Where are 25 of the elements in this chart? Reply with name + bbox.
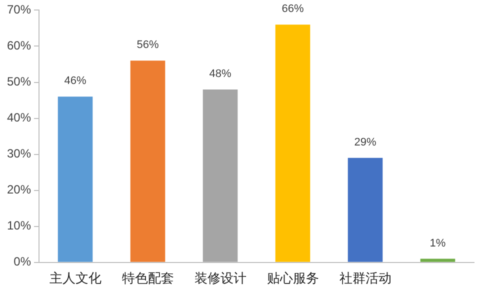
y-tick-label: 20% xyxy=(6,182,32,197)
bar xyxy=(420,258,456,262)
bar xyxy=(275,24,310,262)
bar xyxy=(348,158,383,262)
x-tick-label: 特色配套 xyxy=(122,272,174,287)
x-tick-label: 主人文化 xyxy=(49,270,102,287)
y-tick-label: 50% xyxy=(6,74,32,89)
x-tick-label: 贴心服务 xyxy=(266,270,319,287)
data-label: 46% xyxy=(64,75,86,88)
y-tick-label: 70% xyxy=(6,2,32,17)
y-tick-label: 40% xyxy=(6,110,32,125)
data-label: 29% xyxy=(354,136,376,148)
y-tick-label: 60% xyxy=(6,38,32,53)
data-label: 1% xyxy=(430,237,446,250)
y-tick-label: 10% xyxy=(6,218,32,233)
x-tick-label: 装修设计 xyxy=(194,272,246,287)
data-label: 66% xyxy=(282,3,304,16)
bar xyxy=(130,60,166,262)
x-tick-label: 社群活动 xyxy=(339,272,392,287)
data-label: 48% xyxy=(209,68,232,80)
y-tick-label: 30% xyxy=(6,146,32,161)
y-tick-label: 0% xyxy=(14,254,32,269)
bar xyxy=(202,89,238,262)
data-label: 56% xyxy=(136,39,159,52)
bar xyxy=(58,96,93,262)
